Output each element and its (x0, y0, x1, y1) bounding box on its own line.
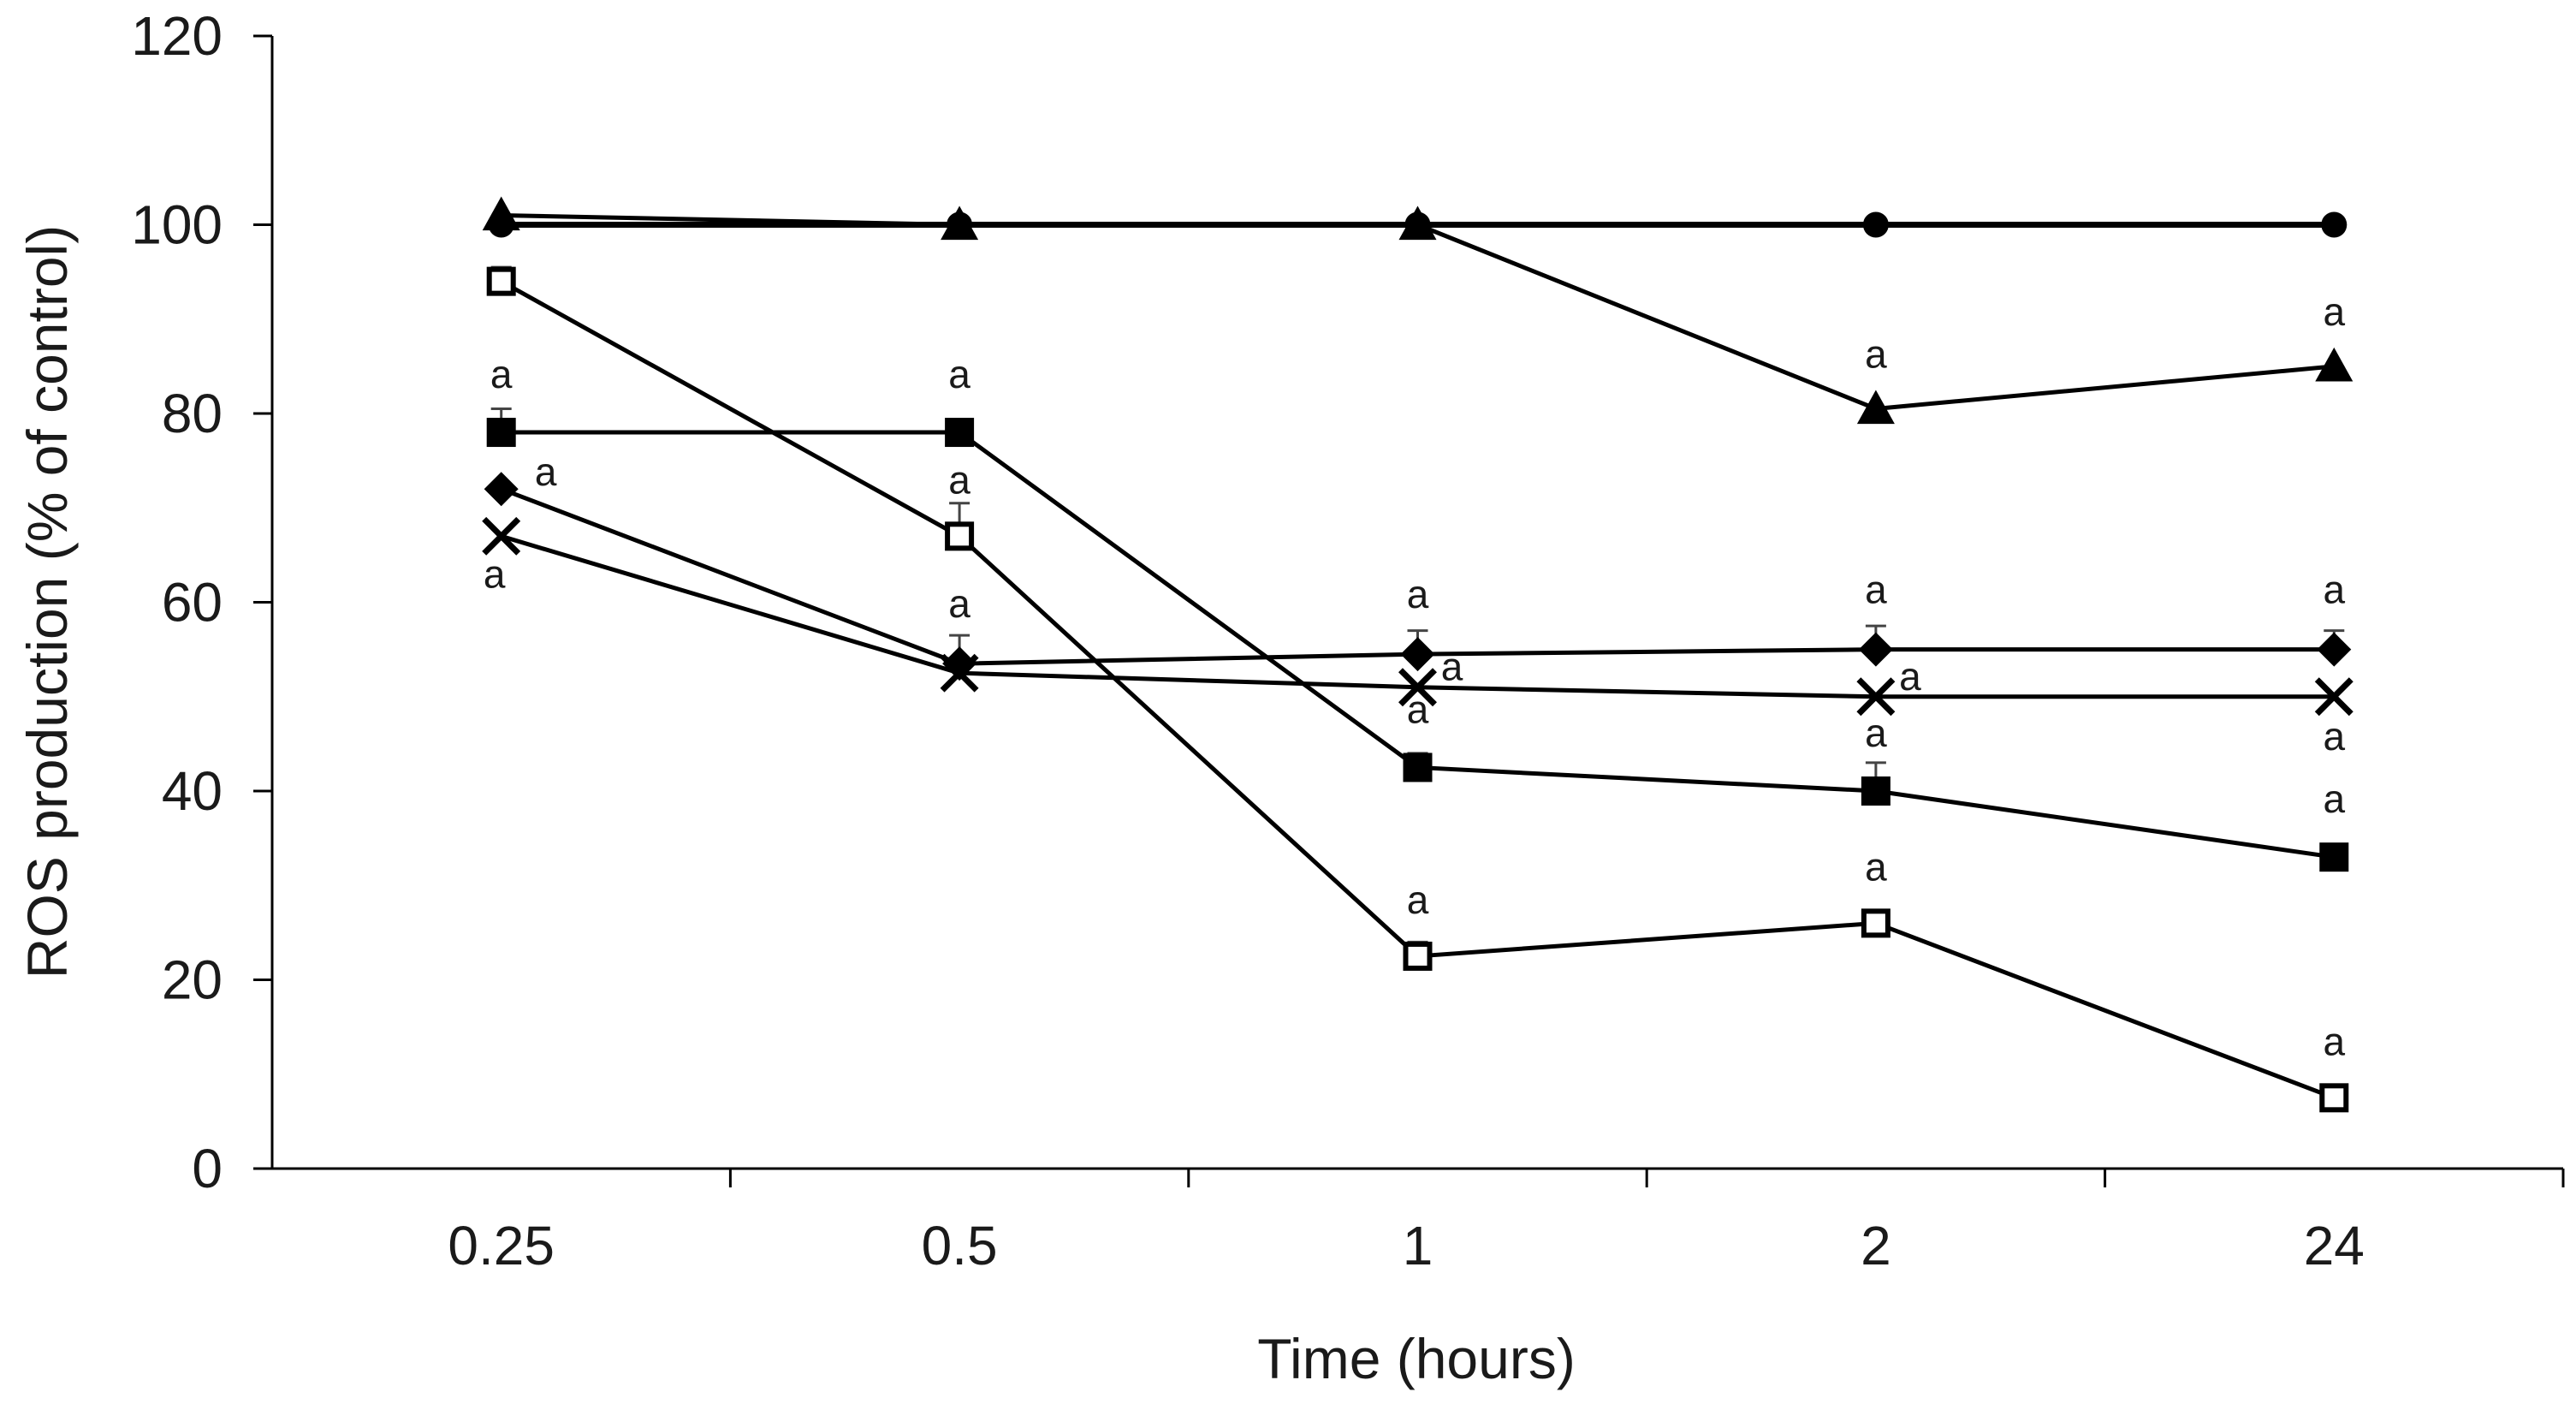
triangle-marker (1856, 390, 1895, 425)
filled-square-marker (2319, 842, 2349, 872)
significance-label: a (1899, 654, 1921, 699)
significance-label: a (948, 581, 970, 626)
series-line (501, 212, 2335, 411)
y-tick-label: 80 (162, 383, 223, 444)
open-square-marker (2319, 1083, 2349, 1113)
y-tick-label: 20 (162, 949, 223, 1011)
circle-marker (2321, 211, 2347, 238)
diamond-marker (1400, 637, 1435, 672)
filled-square-marker (486, 418, 516, 448)
x-tick-label: 2 (1861, 1215, 1891, 1276)
series-open-square (486, 265, 2349, 1113)
cross-stroke (1398, 668, 1437, 707)
cross-marker (482, 516, 521, 556)
significance-label: a (490, 352, 513, 396)
cross-marker (940, 653, 979, 693)
series-filled-square (486, 407, 2349, 872)
x-tick-label: 24 (2304, 1215, 2365, 1276)
triangle-marker (482, 196, 520, 231)
significance-label: a (2324, 568, 2346, 612)
diamond-marker (1858, 632, 1893, 667)
series-cross (482, 516, 2353, 717)
cross-stroke (940, 653, 979, 693)
y-ticks: 0 20 40 60 80 100 120 (131, 5, 272, 1199)
y-tick-label: 40 (162, 760, 223, 822)
triangle-marker (941, 205, 979, 241)
cross-stroke (482, 516, 521, 556)
open-square-marker (945, 521, 975, 551)
circle-marker (1862, 211, 1889, 238)
open-square-marker (1403, 941, 1433, 971)
significance-label: a (2324, 776, 2346, 821)
significance-label: a (2324, 714, 2346, 759)
filled-square-marker (1403, 753, 1433, 782)
filled-square-marker (1861, 776, 1890, 806)
open-square-marker (486, 266, 516, 296)
significance-label: a (948, 352, 970, 396)
x-ticks: 0.25 0.5 1 2 24 (448, 1169, 2565, 1276)
x-tick-label: 0.5 (922, 1215, 998, 1276)
significance-label: a (2324, 289, 2346, 334)
diamond-marker (484, 472, 519, 507)
cross-stroke (1856, 677, 1896, 717)
open-square-marker (1861, 908, 1890, 938)
significance-label: a (1407, 687, 1429, 731)
significance-label: a (1407, 572, 1429, 616)
significance-label: a (948, 457, 970, 502)
cross-marker (2314, 677, 2353, 717)
series (482, 196, 2353, 1113)
significance-label: a (535, 449, 557, 494)
significance-label: a (2324, 1019, 2346, 1063)
significance-label: a (1407, 878, 1429, 922)
significance-label: a (1865, 568, 1887, 612)
significance-label: a (1865, 844, 1887, 889)
x-tick-label: 0.25 (448, 1215, 555, 1276)
filled-square-marker (945, 418, 975, 448)
x-axis-title: Time (hours) (1257, 1327, 1576, 1390)
y-axis-title: ROS production (% of control) (15, 225, 79, 979)
cross-marker (1398, 668, 1437, 707)
significance-label: a (1865, 331, 1887, 376)
triangle-marker (2315, 347, 2353, 382)
significance-label: a (1441, 645, 1463, 689)
x-tick-label: 1 (1403, 1215, 1433, 1276)
y-tick-label: 0 (192, 1138, 223, 1199)
cross-stroke (2314, 677, 2353, 717)
y-tick-label: 120 (131, 5, 223, 67)
cross-marker (1856, 677, 1896, 717)
significance-label: a (1865, 711, 1887, 755)
triangle-marker (1398, 205, 1437, 241)
y-tick-label: 60 (162, 572, 223, 634)
significance-label: a (484, 551, 506, 596)
series-filled-triangle (482, 196, 2353, 425)
y-tick-label: 100 (131, 194, 223, 256)
diamond-marker (2317, 632, 2352, 667)
